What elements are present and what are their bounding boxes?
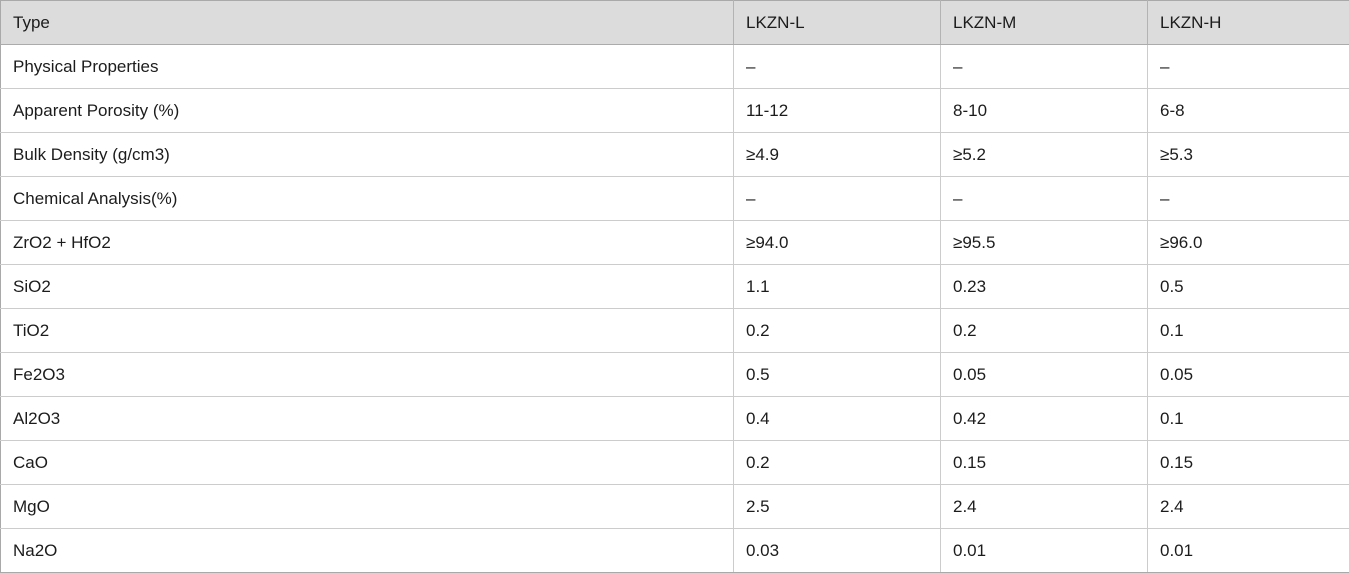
table-row: CaO 0.2 0.15 0.15 (0, 440, 1349, 485)
row-value: ≥94.0 (733, 220, 941, 265)
column-header-lkzn-h: LKZN-H (1147, 0, 1349, 45)
row-value: – (940, 176, 1148, 221)
row-value: 6-8 (1147, 88, 1349, 133)
row-value: ≥96.0 (1147, 220, 1349, 265)
row-value: 8-10 (940, 88, 1148, 133)
row-value: 0.01 (1147, 528, 1349, 573)
row-value: 2.5 (733, 484, 941, 529)
table-row: Chemical Analysis(%) – – – (0, 176, 1349, 221)
row-value: – (1147, 176, 1349, 221)
table-row: TiO2 0.2 0.2 0.1 (0, 308, 1349, 353)
row-value: 1.1 (733, 264, 941, 309)
row-value: 0.2 (940, 308, 1148, 353)
row-value: 11-12 (733, 88, 941, 133)
row-value: – (940, 44, 1148, 89)
row-value: 0.5 (1147, 264, 1349, 309)
row-label: SiO2 (0, 264, 734, 309)
row-label: Apparent Porosity (%) (0, 88, 734, 133)
row-value: 2.4 (940, 484, 1148, 529)
row-label: ZrO2 + HfO2 (0, 220, 734, 265)
row-value: 0.42 (940, 396, 1148, 441)
row-value: 0.1 (1147, 396, 1349, 441)
row-value: 0.2 (733, 440, 941, 485)
table-row: ZrO2 + HfO2 ≥94.0 ≥95.5 ≥96.0 (0, 220, 1349, 265)
column-header-type: Type (0, 0, 734, 45)
table-row: MgO 2.5 2.4 2.4 (0, 484, 1349, 529)
row-label: TiO2 (0, 308, 734, 353)
row-value: – (733, 176, 941, 221)
row-value: 0.01 (940, 528, 1148, 573)
table-row: Apparent Porosity (%) 11-12 8-10 6-8 (0, 88, 1349, 133)
table-row: Fe2O3 0.5 0.05 0.05 (0, 352, 1349, 397)
column-header-lkzn-l: LKZN-L (733, 0, 941, 45)
row-value: 0.03 (733, 528, 941, 573)
row-label: MgO (0, 484, 734, 529)
row-label: CaO (0, 440, 734, 485)
spec-table-header: Type LKZN-L LKZN-M LKZN-H (0, 0, 1349, 45)
row-value: ≥5.3 (1147, 132, 1349, 177)
row-value: – (1147, 44, 1349, 89)
row-label: Fe2O3 (0, 352, 734, 397)
row-value: ≥5.2 (940, 132, 1148, 177)
table-row: Na2O 0.03 0.01 0.01 (0, 528, 1349, 573)
row-value: ≥4.9 (733, 132, 941, 177)
row-value: 0.4 (733, 396, 941, 441)
table-row: Al2O3 0.4 0.42 0.1 (0, 396, 1349, 441)
row-label: Physical Properties (0, 44, 734, 89)
row-value: 0.23 (940, 264, 1148, 309)
table-row: Physical Properties – – – (0, 44, 1349, 89)
row-value: 0.2 (733, 308, 941, 353)
row-value: – (733, 44, 941, 89)
row-value: 0.05 (940, 352, 1148, 397)
row-value: 2.4 (1147, 484, 1349, 529)
row-label: Al2O3 (0, 396, 734, 441)
row-value: 0.15 (1147, 440, 1349, 485)
table-row: Bulk Density (g/cm3) ≥4.9 ≥5.2 ≥5.3 (0, 132, 1349, 177)
row-label: Chemical Analysis(%) (0, 176, 734, 221)
row-value: 0.1 (1147, 308, 1349, 353)
row-value: 0.05 (1147, 352, 1349, 397)
column-header-lkzn-m: LKZN-M (940, 0, 1148, 45)
row-label: Bulk Density (g/cm3) (0, 132, 734, 177)
row-value: ≥95.5 (940, 220, 1148, 265)
row-value: 0.15 (940, 440, 1148, 485)
row-value: 0.5 (733, 352, 941, 397)
header-row: Type LKZN-L LKZN-M LKZN-H (0, 0, 1349, 45)
row-label: Na2O (0, 528, 734, 573)
spec-table-body: Physical Properties – – – Apparent Porosity … (0, 44, 1349, 573)
table-row: SiO2 1.1 0.23 0.5 (0, 264, 1349, 309)
